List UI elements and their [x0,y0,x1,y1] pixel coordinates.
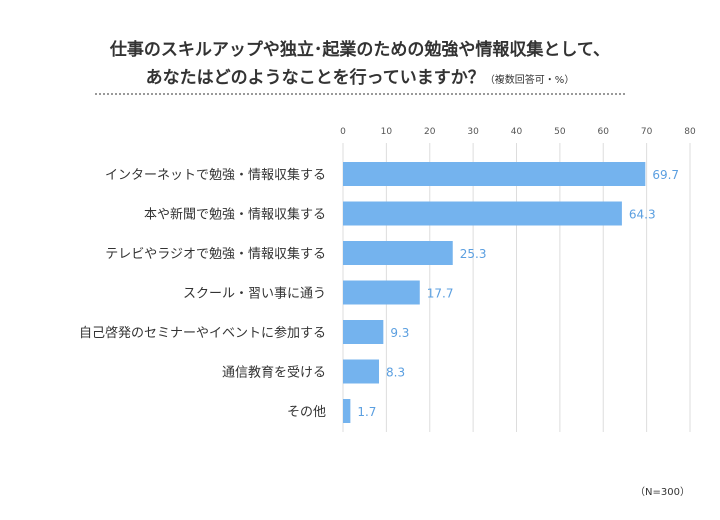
x-tick-label: 0 [340,127,346,137]
category-label: 本や新聞で勉強・情報収集する [144,207,326,223]
sample-size-note: （N=300） [635,487,690,498]
title-divider [95,93,625,95]
bar [343,399,351,423]
bar [343,201,622,226]
x-tick-label: 80 [684,127,696,137]
bar [343,280,420,305]
title-note: （複数回答可・%） [484,75,575,86]
x-tick-label: 20 [424,127,436,137]
category-label: 自己啓発のセミナーやイベントに参加する [79,325,326,341]
x-tick-label: 70 [641,127,653,137]
category-label: その他 [287,405,326,420]
value-label: 17.7 [427,287,454,301]
value-label: 1.7 [357,405,376,419]
category-label: テレビやラジオで勉強・情報収集する [105,246,326,262]
value-label: 9.3 [390,326,409,340]
x-tick-label: 10 [381,127,393,137]
bar [343,162,646,186]
value-label: 69.7 [652,168,679,182]
bar [343,241,453,265]
category-label: インターネットで勉強・情報収集する [105,167,326,183]
value-label: 8.3 [386,366,405,380]
title-question: あなたはどのようなことを行っていますか？ [145,68,485,88]
chart-title: 仕事のスキルアップや独立･起業のための勉強や情報収集として、 あなたはどのような… [0,36,720,95]
category-label: 通信教育を受ける [222,365,326,381]
x-tick-label: 60 [598,127,610,137]
bar [343,320,384,344]
x-tick-label: 40 [511,127,523,137]
bar [343,359,380,384]
value-label: 64.3 [629,208,656,222]
x-tick-label: 30 [467,127,479,137]
category-label: スクール・習い事に通う [183,287,326,302]
title-line-2: あなたはどのようなことを行っていますか？（複数回答可・%） [0,64,720,95]
value-label: 25.3 [460,247,487,261]
x-tick-label: 50 [554,127,566,137]
title-line-1: 仕事のスキルアップや独立･起業のための勉強や情報収集として、 [109,40,611,60]
